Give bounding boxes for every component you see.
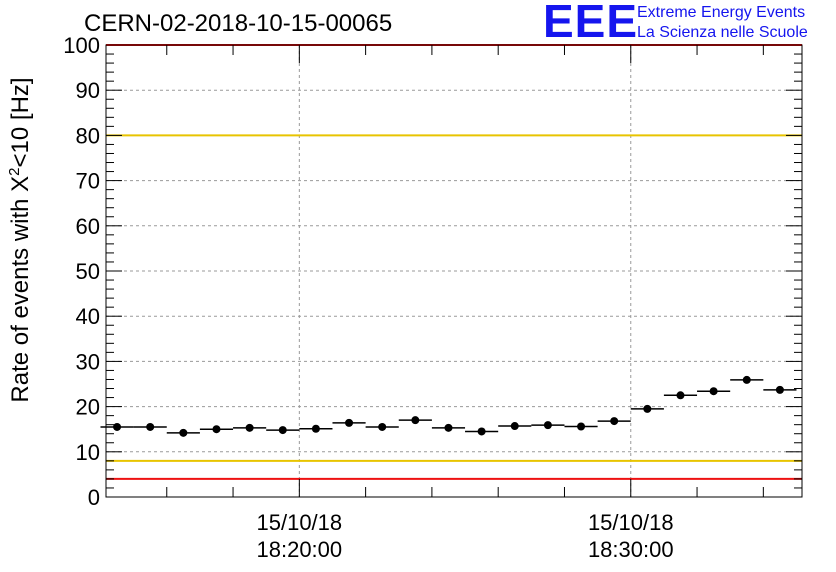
y-tick-label: 100 — [63, 33, 100, 58]
data-point — [610, 417, 619, 426]
x-tick-label-time: 18:30:00 — [588, 537, 674, 562]
data-point — [577, 422, 586, 431]
data-point — [113, 422, 122, 431]
data-point — [245, 423, 254, 432]
chart-title: CERN-02-2018-10-15-00065 — [84, 10, 393, 37]
data-point — [311, 424, 320, 433]
data-point — [411, 416, 420, 425]
data-point — [643, 404, 652, 413]
x-tick-label-time: 18:20:00 — [257, 537, 343, 562]
y-tick-label: 0 — [88, 485, 100, 510]
y-axis-label-tail: <10 [Hz] — [7, 77, 34, 168]
tick-labels: 010203040506070809010015/10/1818:20:0015… — [63, 33, 673, 562]
data-point — [444, 423, 453, 432]
y-tick-label: 40 — [76, 304, 100, 329]
data-point — [146, 422, 155, 431]
reference-lines — [106, 44, 802, 480]
x-tick-label-date: 15/10/18 — [257, 510, 343, 535]
data-point — [510, 422, 519, 431]
y-tick-label: 50 — [76, 259, 100, 284]
data-point — [477, 427, 486, 436]
data-point — [543, 421, 552, 430]
data-point — [709, 387, 718, 396]
y-tick-label: 30 — [76, 349, 100, 374]
y-tick-label: 70 — [76, 169, 100, 194]
y-tick-label: 80 — [76, 123, 100, 148]
y-axis-label-sup: 2 — [6, 167, 23, 176]
data-point — [676, 391, 685, 400]
data-point — [179, 428, 188, 437]
axis-ticks — [106, 44, 802, 498]
data-point — [775, 385, 784, 394]
y-tick-label: 90 — [76, 78, 100, 103]
y-tick-label: 20 — [76, 395, 100, 420]
logo-line-1: Extreme Energy Events — [637, 4, 806, 21]
y-axis-label-main: Rate of events with X — [7, 175, 34, 403]
data-point — [212, 425, 221, 434]
data-point — [278, 426, 287, 435]
data-point — [345, 418, 354, 427]
x-tick-label-date: 15/10/18 — [588, 510, 674, 535]
data-points — [100, 375, 797, 437]
data-point — [378, 422, 387, 431]
y-tick-label: 60 — [76, 214, 100, 239]
data-point — [742, 375, 751, 384]
logo-line-2: La Scienza nelle Scuole — [637, 24, 808, 41]
logo-mark: EEE — [543, 0, 639, 47]
eee-logo: EEE Extreme Energy Events La Scienza nel… — [543, 0, 833, 47]
y-tick-label: 10 — [76, 440, 100, 465]
